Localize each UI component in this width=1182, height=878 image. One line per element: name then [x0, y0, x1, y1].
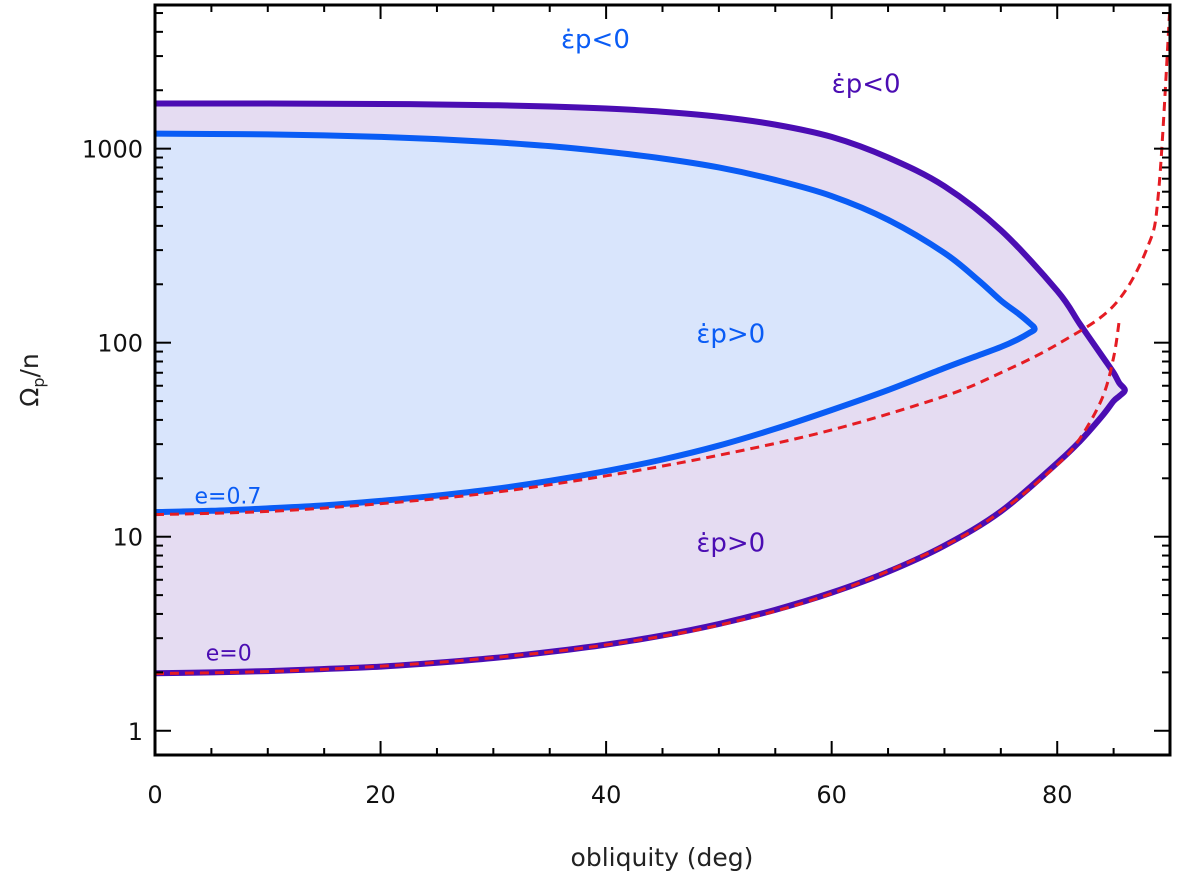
- region-annotation: ε̇p<0: [832, 69, 901, 99]
- curves: [154, 4, 1172, 677]
- x-tick-label: 0: [147, 781, 162, 809]
- y-tick-label: 10: [112, 524, 143, 552]
- region-fills: [155, 103, 1125, 674]
- x-tick-label: 20: [365, 781, 396, 809]
- y-tick-label: 1: [128, 718, 143, 746]
- x-tick-label: 80: [1042, 781, 1073, 809]
- dashed-line-2: [154, 320, 1121, 676]
- y-axis-title: Ωp/n: [15, 353, 48, 407]
- x-tick-label: 60: [816, 781, 847, 809]
- y-tick-label: 1000: [82, 136, 143, 164]
- series-line-2: [154, 130, 1038, 516]
- axis-ticks: [154, 5, 1171, 755]
- x-axis-title: obliquity (deg): [571, 843, 754, 872]
- region-annotation: ε̇p<0: [561, 25, 630, 55]
- dashed-line-1: [154, 4, 1172, 517]
- curve-label: e=0: [206, 642, 252, 667]
- tick-labels: 0 20 40 60 80 1 10 100 1000: [82, 136, 1073, 809]
- region-annotation: ε̇p>0: [696, 320, 765, 350]
- curve-label: e=0.7: [194, 485, 261, 510]
- x-tick-label: 40: [591, 781, 622, 809]
- annotations: ε̇p<0 ε̇p<0 ε̇p>0 ε̇p>0 e=0.7 e=0: [194, 25, 900, 667]
- region-fill-2: [155, 133, 1035, 513]
- y-tick-label: 100: [97, 330, 143, 358]
- region-annotation: ε̇p>0: [696, 528, 765, 558]
